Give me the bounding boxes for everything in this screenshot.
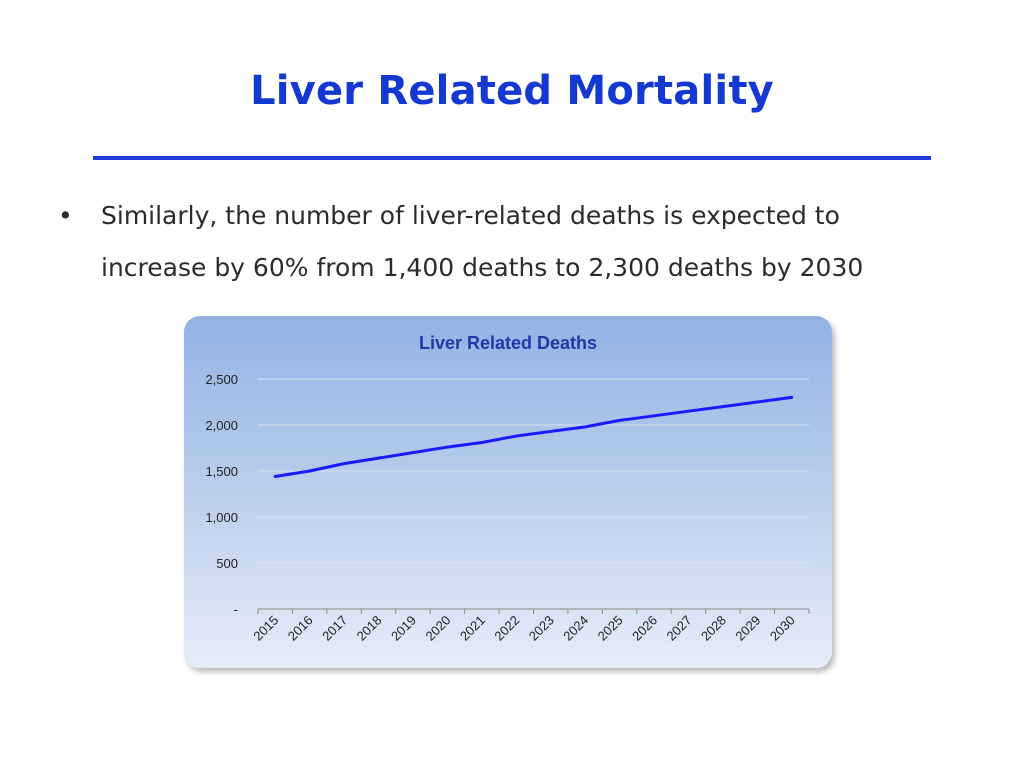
data-point bbox=[721, 405, 725, 408]
x-tick-label: 2015 bbox=[250, 613, 281, 644]
x-axis-labels: 2015 2016 2017 2018 2019 2020 2021 2022 2023 2024… bbox=[250, 613, 798, 644]
data-point bbox=[480, 441, 484, 444]
y-axis-labels: - 500 1,000 1,500 2,000 2,500 bbox=[205, 372, 238, 617]
bullet-line-2: increase by 60% from 1,400 deaths to 2,3… bbox=[101, 253, 864, 282]
x-tick-label: 2020 bbox=[422, 613, 453, 644]
data-point bbox=[549, 430, 552, 433]
data-point bbox=[618, 419, 621, 422]
y-tick-label: 1,500 bbox=[205, 464, 238, 479]
title-divider bbox=[93, 156, 931, 160]
x-tick-label: 2018 bbox=[354, 613, 385, 644]
bullet-marker: • bbox=[58, 201, 73, 230]
chart-title: Liver Related Deaths bbox=[419, 333, 597, 353]
chart-panel: Liver Related Deaths - 500 1,000 1,500 2,000… bbox=[184, 316, 832, 668]
x-tick-label: 2027 bbox=[664, 613, 695, 644]
data-point bbox=[515, 434, 518, 438]
x-tick-label: 2017 bbox=[319, 613, 350, 644]
data-point bbox=[308, 469, 311, 473]
x-axis bbox=[257, 608, 810, 614]
bullet-paragraph: • Similarly, the number of liver-related… bbox=[58, 190, 958, 294]
data-point bbox=[790, 396, 793, 399]
x-tick-label: 2026 bbox=[629, 613, 660, 644]
bullet-line-1: Similarly, the number of liver-related d… bbox=[101, 201, 840, 230]
data-point bbox=[687, 410, 690, 413]
data-point bbox=[342, 462, 346, 465]
data-point bbox=[377, 456, 380, 460]
gridlines bbox=[258, 378, 809, 564]
x-tick-label: 2024 bbox=[560, 613, 591, 644]
x-tick-label: 2029 bbox=[732, 613, 763, 644]
x-tick-label: 2022 bbox=[491, 613, 522, 644]
data-point bbox=[756, 400, 759, 404]
x-tick-label: 2021 bbox=[457, 613, 488, 644]
x-tick-label: 2019 bbox=[388, 613, 419, 644]
data-point bbox=[446, 445, 449, 449]
x-tick-label: 2030 bbox=[767, 613, 798, 644]
x-tick-label: 2016 bbox=[285, 613, 316, 644]
data-point bbox=[583, 425, 587, 429]
data-point bbox=[652, 414, 656, 417]
y-tick-label: 2,000 bbox=[205, 418, 238, 433]
y-tick-label: 500 bbox=[216, 556, 238, 571]
data-point bbox=[274, 475, 277, 478]
series-layer bbox=[273, 395, 794, 479]
x-tick-label: 2028 bbox=[698, 613, 729, 644]
slide-title: Liver Related Mortality bbox=[250, 68, 774, 114]
x-tick-label: 2025 bbox=[595, 613, 626, 644]
y-tick-label: 2,500 bbox=[205, 372, 238, 387]
y-tick-label: - bbox=[234, 602, 238, 617]
series-line bbox=[273, 395, 794, 479]
data-point bbox=[411, 451, 415, 454]
x-tick-label: 2023 bbox=[526, 613, 557, 644]
y-tick-label: 1,000 bbox=[205, 510, 238, 525]
line-chart: Liver Related Deaths - 500 1,000 1,500 2,000… bbox=[205, 333, 810, 644]
